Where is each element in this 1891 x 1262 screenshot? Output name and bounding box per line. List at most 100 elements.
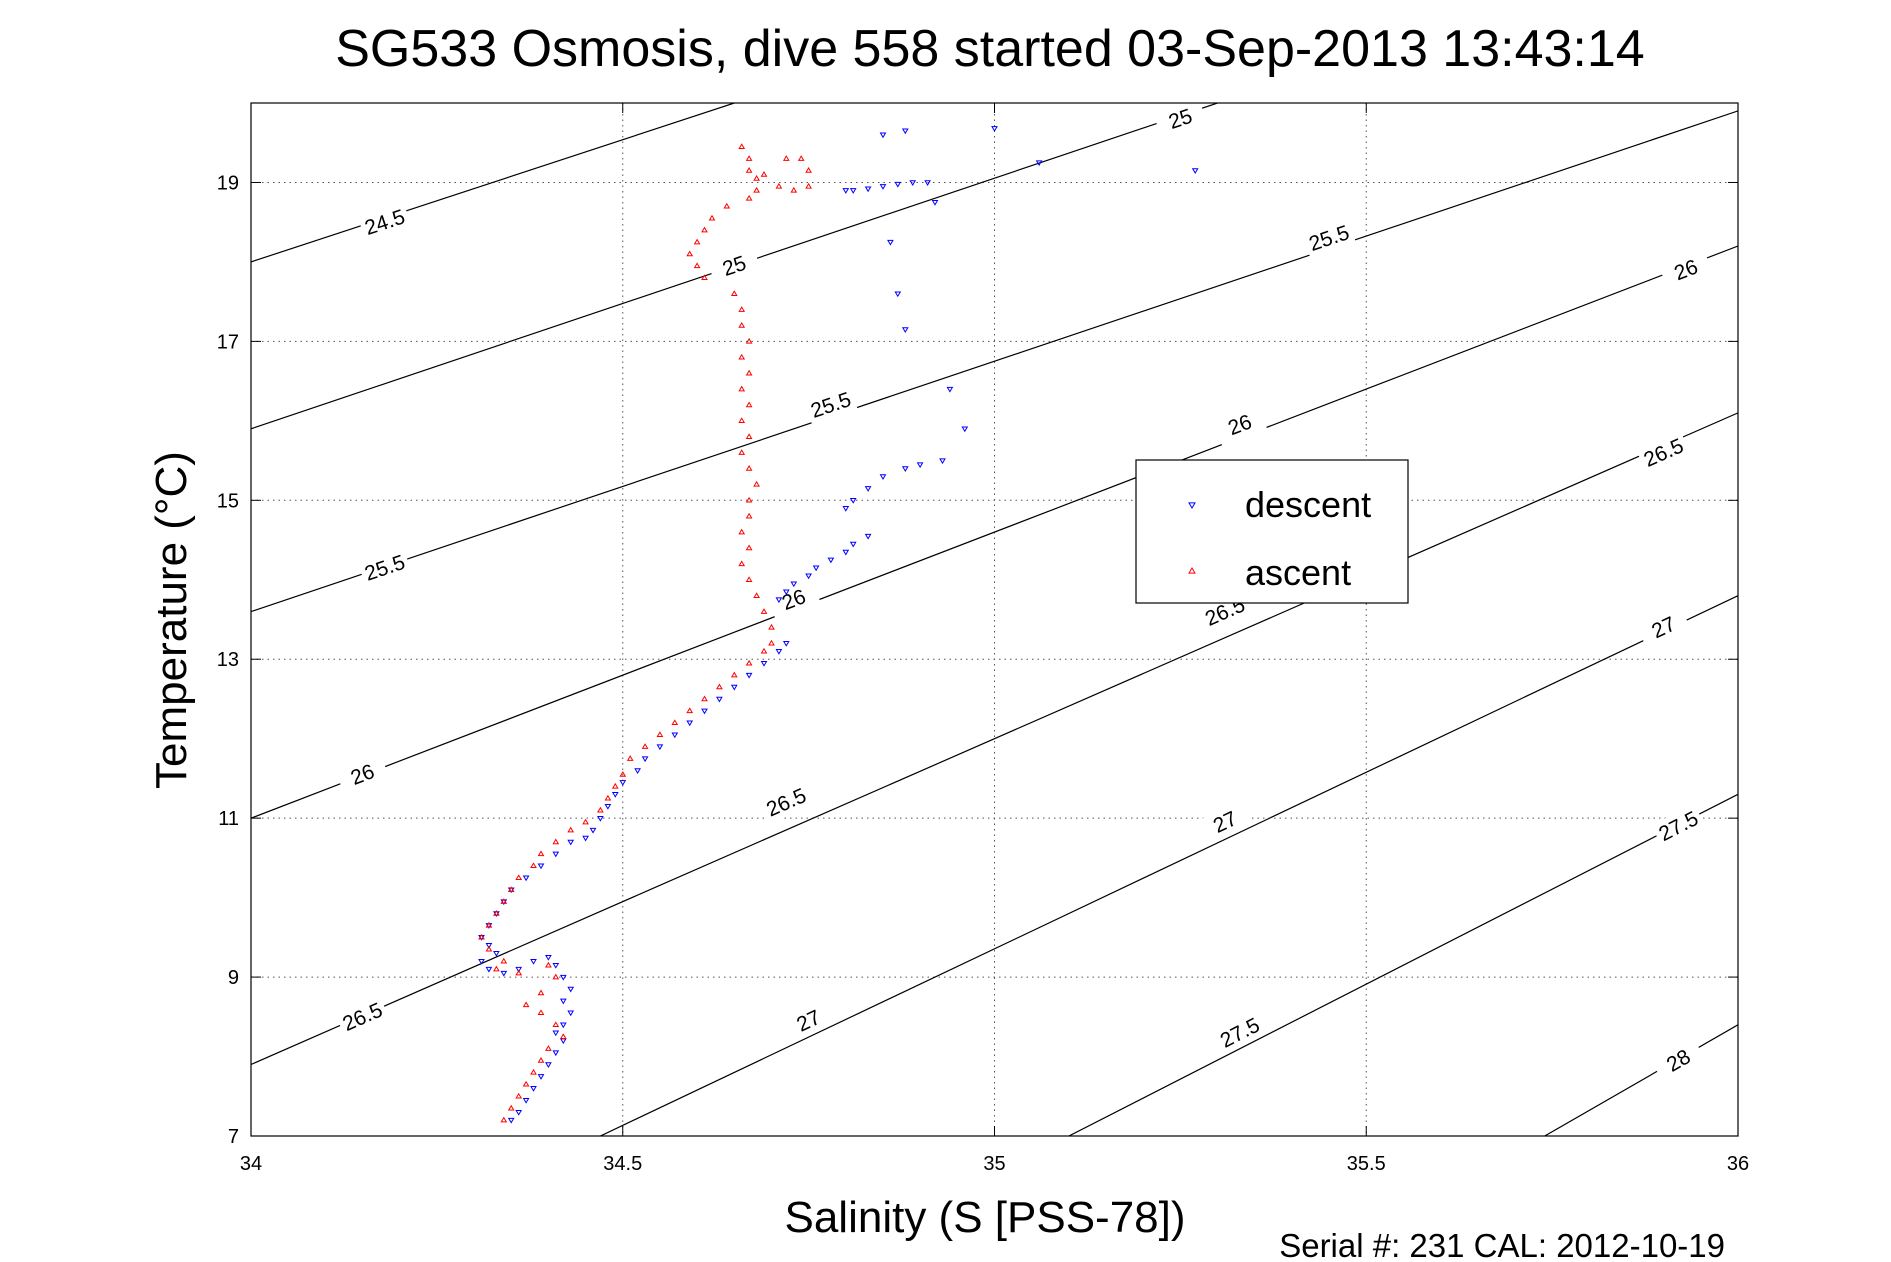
- ascent-point: [500, 1116, 508, 1123]
- ascent-point: [738, 353, 746, 360]
- descent-point: [849, 541, 857, 548]
- y-axis-label: Temperature (°C): [147, 451, 196, 789]
- ascent-point: [671, 719, 679, 726]
- descent-point: [515, 1109, 523, 1116]
- descent-point: [552, 1030, 560, 1037]
- descent-point: [634, 768, 641, 774]
- data-series: [478, 126, 1199, 1124]
- ascent-point: [567, 826, 575, 833]
- ascent-point: [745, 167, 753, 173]
- ascent-point: [745, 401, 753, 408]
- descent-point: [716, 696, 723, 703]
- ascent-point: [597, 806, 604, 813]
- ascent-point: [522, 1080, 530, 1087]
- ascent-point: [805, 167, 812, 173]
- contour-label: 25: [707, 245, 762, 286]
- descent-point: [901, 466, 909, 472]
- ascent-point: [515, 874, 523, 881]
- y-tick-label: 15: [217, 490, 239, 512]
- x-tick-label: 35: [983, 1153, 1005, 1175]
- descent-point: [530, 958, 537, 965]
- ascent-point: [515, 1092, 523, 1099]
- x-tick-label: 34: [240, 1153, 262, 1175]
- contour-label: 26: [1658, 249, 1714, 291]
- descent-point: [805, 573, 812, 580]
- contour-label: 26.5: [335, 995, 390, 1039]
- descent-point: [842, 506, 850, 512]
- contour-label: 28: [1651, 1037, 1706, 1084]
- descent-point: [864, 186, 872, 193]
- ascent-point: [753, 175, 760, 181]
- descent-point: [946, 386, 954, 393]
- descent-point: [849, 188, 857, 194]
- y-tick-label: 19: [217, 172, 239, 194]
- ascent-point: [797, 155, 805, 161]
- descent-point: [552, 1050, 560, 1057]
- ascent-point: [745, 155, 753, 161]
- ascent-point: [745, 544, 753, 551]
- descent-point: [611, 792, 619, 798]
- contour-line: [251, 412, 1738, 1066]
- descent-point: [619, 780, 627, 786]
- descent-point: [545, 1062, 552, 1068]
- ascent-point: [716, 683, 723, 690]
- contour-line: [600, 595, 1738, 1136]
- ascent-point: [753, 480, 760, 487]
- descent-point: [604, 803, 612, 810]
- ascent-point: [738, 143, 746, 149]
- ascent-point: [745, 659, 753, 666]
- ascent-point: [552, 973, 560, 980]
- descent-point: [961, 426, 969, 433]
- ascent-point: [768, 639, 775, 646]
- ascent-point: [693, 262, 701, 269]
- ascent-point: [708, 214, 716, 221]
- descent-point: [537, 1074, 545, 1080]
- ascent-point: [530, 862, 537, 869]
- descent-point: [559, 1022, 567, 1029]
- descent-point: [485, 943, 493, 949]
- x-axis-label: Salinity (S [PSS-78]): [784, 1193, 1185, 1242]
- legend-ascent-marker: [1188, 567, 1196, 574]
- contour-label: 26: [1212, 404, 1267, 446]
- descent-point: [782, 589, 790, 596]
- footer-serial-cal: Serial #: 231 CAL: 2012-10-19: [1279, 1227, 1725, 1262]
- descent-point: [552, 851, 560, 858]
- descent-point: [894, 291, 902, 298]
- ascent-point: [604, 794, 612, 801]
- legend-descent-marker: [1188, 502, 1196, 509]
- ascent-point: [500, 898, 508, 904]
- ascent-point: [753, 186, 760, 193]
- ascent-point: [738, 528, 746, 535]
- descent-point: [879, 132, 887, 139]
- descent-point: [909, 180, 917, 186]
- descent-point: [745, 672, 753, 679]
- ascent-point: [760, 647, 768, 654]
- ascent-point: [611, 782, 619, 789]
- descent-point: [567, 1010, 575, 1017]
- series-descent: [478, 126, 1199, 1124]
- descent-point: [894, 181, 902, 188]
- series-ascent: [478, 143, 812, 1123]
- contour-line: [251, 245, 1738, 819]
- x-tick-label: 34.5: [603, 1153, 642, 1175]
- x-tick-label: 36: [1727, 1153, 1749, 1175]
- descent-point: [730, 684, 738, 691]
- contour-label: 27.5: [1651, 803, 1706, 849]
- ascent-point: [753, 592, 760, 598]
- descent-point: [849, 498, 857, 504]
- ascent-point: [626, 755, 634, 761]
- descent-point: [589, 827, 597, 834]
- legend: descent ascent: [1135, 459, 1409, 604]
- ascent-point: [760, 171, 768, 177]
- ascent-point: [507, 1104, 515, 1111]
- contour-label: 26: [335, 753, 390, 796]
- descent-point: [1191, 168, 1199, 174]
- x-tick-label: 35.5: [1347, 1153, 1386, 1175]
- contour-label: 25.5: [357, 547, 412, 588]
- ascent-point: [522, 1001, 530, 1008]
- descent-point: [879, 184, 887, 190]
- descent-point: [991, 126, 998, 132]
- descent-point: [901, 128, 909, 135]
- ascent-point: [790, 186, 798, 193]
- ascent-point: [493, 910, 500, 916]
